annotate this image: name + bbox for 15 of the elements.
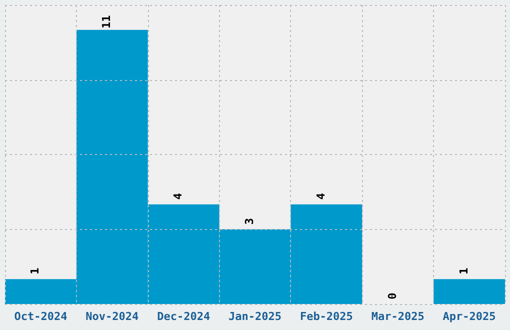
data-label: 4: [314, 192, 328, 200]
x-tick-label: Dec-2024: [157, 310, 210, 323]
x-tick-label: Apr-2025: [442, 310, 496, 323]
data-label: 3: [243, 218, 256, 225]
x-tick-label: Oct-2024: [14, 310, 68, 323]
bar: [434, 279, 505, 304]
data-label: 1: [457, 267, 470, 274]
x-tick-label: Feb-2025: [300, 310, 353, 323]
data-label: 1: [28, 267, 42, 274]
data-label: 11: [100, 14, 114, 29]
data-label: 0: [386, 292, 399, 300]
x-tick-label: Nov-2024: [86, 310, 140, 323]
data-label: 4: [172, 192, 185, 200]
x-tick-label: Jan-2025: [228, 310, 282, 323]
x-tick-label: Mar-2025: [371, 310, 424, 323]
